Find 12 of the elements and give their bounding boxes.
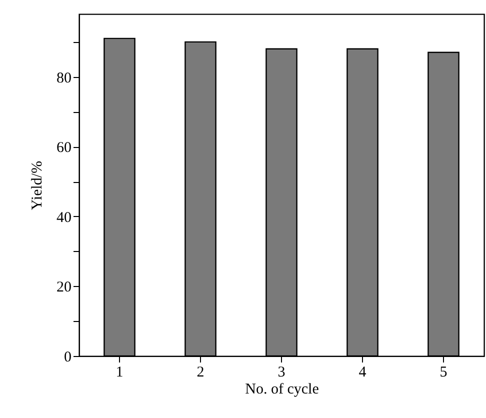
y-tick-label: 40 (56, 210, 72, 226)
y-tick-label: 80 (56, 70, 72, 86)
x-axis-title: No. of cycle (245, 382, 320, 398)
y-tick-label: 0 (64, 350, 72, 366)
x-tick-label: 1 (116, 364, 124, 380)
y-tick-label: 60 (56, 140, 72, 156)
x-tick-label: 4 (358, 364, 367, 380)
x-tick-label: 2 (196, 364, 204, 380)
y-tick-label: 20 (56, 280, 72, 296)
x-tick-label: 5 (440, 364, 448, 380)
x-tick-label: 3 (278, 364, 286, 380)
y-axis-title: Yield/% (30, 160, 46, 210)
